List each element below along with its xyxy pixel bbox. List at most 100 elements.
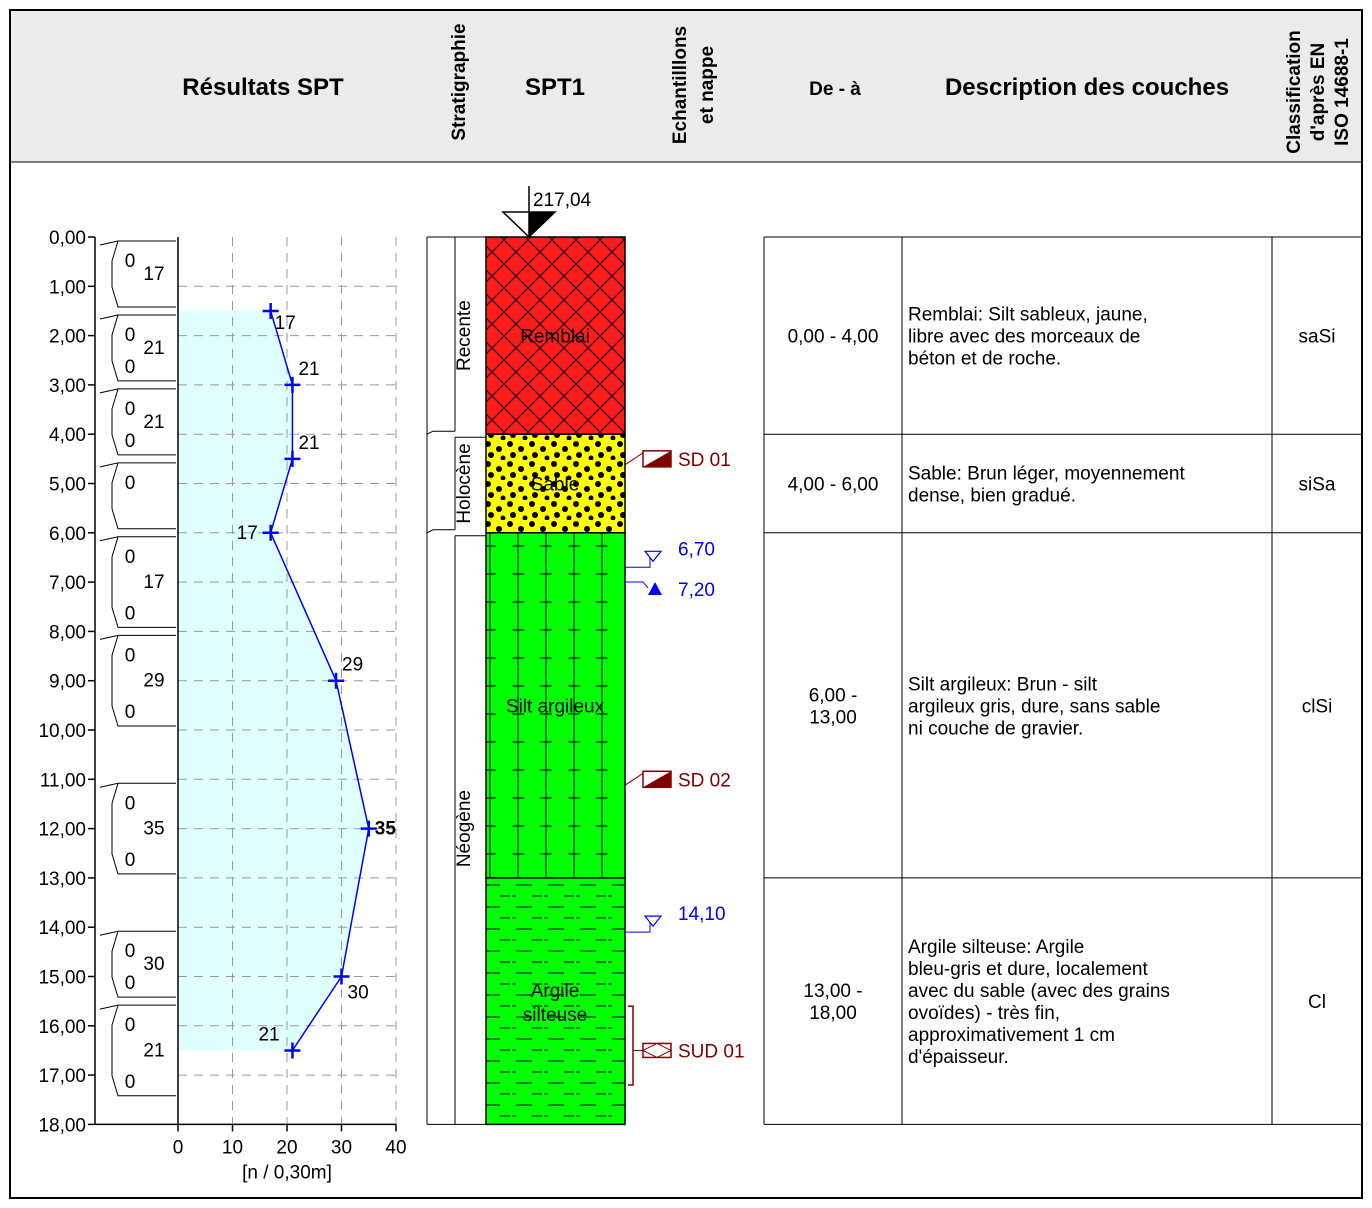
water-label: 6,70: [678, 539, 715, 560]
blow-count-first: 0: [125, 473, 136, 494]
sample-range: [628, 1005, 634, 1086]
spt-tick-label: 20: [276, 1137, 297, 1158]
depth-tick-label: 13,00: [38, 869, 86, 890]
spt-point-label: 17: [237, 523, 258, 544]
spt-tick-label: 10: [222, 1137, 243, 1158]
spt-axis-unit: [n / 0,30m]: [242, 1162, 332, 1183]
sample-icon-fill: [643, 771, 671, 788]
sample-label: SD 01: [678, 450, 731, 471]
header-classification: Classification d'après EN ISO 14688-1: [1284, 30, 1353, 154]
header-spt-results: Résultats SPT: [182, 74, 344, 101]
blow-test: 0 17 0: [99, 536, 176, 628]
soil-layer: Remblai: [485, 236, 626, 435]
blow-bracket-top: [99, 314, 176, 320]
depth-tick-label: 17,00: [38, 1066, 86, 1087]
spt-tick-label: 40: [385, 1137, 406, 1158]
strat-boundary: [426, 430, 486, 438]
blow-bracket-top: [99, 462, 176, 468]
layer-description: Sable: Brun léger, moyennement dense, bie…: [908, 464, 1185, 507]
spt-point-label: 30: [348, 983, 369, 1004]
soil-layer-pattern: [486, 434, 625, 533]
blow-test: 0 29 0: [99, 634, 176, 727]
sample-marker: SD 01: [624, 450, 731, 471]
elevation-label: 217,04: [533, 190, 592, 211]
blow-bracket: [111, 783, 176, 875]
spt-point: [360, 820, 377, 837]
blow-count-last: 0: [125, 431, 136, 452]
spt-point: [284, 376, 301, 393]
sample-icon: [642, 1042, 672, 1059]
header-stratigraphy: Stratigraphie: [449, 23, 470, 140]
spt-point-label: 29: [342, 655, 363, 676]
soil-layer-label-2: silteuse: [523, 1005, 587, 1026]
blow-count-last: 0: [125, 603, 136, 624]
blow-test: 0 17: [99, 240, 176, 308]
soil-layer-pattern: [486, 532, 625, 878]
spt-point-label: 21: [258, 1024, 279, 1045]
water-icon: [643, 550, 663, 563]
blow-count-last: 0: [125, 1072, 136, 1093]
blow-count-first: 0: [125, 325, 136, 346]
blow-count-first: 0: [125, 547, 136, 568]
blow-bracket-top: [99, 536, 176, 542]
layer-description: Silt argileux: Brun - silt argileux gris,…: [908, 674, 1160, 739]
layer-range: 6,00 -13,00: [809, 685, 858, 728]
blow-bracket: [111, 462, 176, 530]
blow-count-total: 17: [143, 264, 164, 285]
layer-range: 4,00 - 6,00: [788, 475, 879, 496]
soil-layer: Argile silteuse: [485, 877, 626, 1126]
header-samples: Echantilllons et nappe: [670, 26, 718, 144]
soil-layer-pattern: [486, 877, 625, 1125]
soil-layer-label: Sable: [531, 475, 580, 496]
soil-layer-pattern: [486, 237, 625, 435]
blow-count-total: 30: [143, 954, 164, 975]
blow-count-total: 35: [143, 819, 164, 840]
spt-tick-label: 0: [173, 1137, 184, 1158]
header-depth-range: De - à: [809, 79, 861, 100]
sample-leader: [624, 772, 644, 786]
header-samples-line2: et nappe: [697, 46, 718, 124]
sample-marker: SD 02: [624, 770, 731, 791]
blow-bracket: [111, 388, 176, 456]
blow-bracket-top: [99, 1004, 176, 1010]
water-leader: [625, 581, 649, 589]
blow-bracket-top: [99, 930, 176, 936]
blow-bracket-top: [99, 240, 176, 246]
blow-bracket: [111, 240, 176, 308]
table-row: 0,00 - 4,00 Remblai: Silt sableux, jaune,…: [764, 305, 1362, 435]
spt-point: [262, 302, 279, 319]
blow-test: 0 30 0: [99, 930, 176, 998]
water-icon: [648, 581, 662, 595]
depth-tick-label: 16,00: [38, 1017, 86, 1038]
depth-tick-label: 2,00: [49, 327, 86, 348]
blow-count-first: 0: [125, 251, 136, 272]
blow-count-total: 21: [143, 412, 164, 433]
blow-bracket: [111, 1005, 176, 1097]
depth-tick-label: 18,00: [38, 1115, 86, 1136]
blow-test: 0 21 0: [99, 388, 176, 456]
blow-test: 0 21 0: [99, 1004, 176, 1097]
depth-tick-label: 3,00: [49, 376, 86, 397]
blow-count-total: 21: [143, 338, 164, 359]
depth-tick-label: 0,00: [49, 228, 86, 249]
header-borehole: SPT1: [525, 74, 585, 101]
strat-boundary: [426, 529, 486, 537]
blow-count-last: 0: [125, 973, 136, 994]
header-class-line2: d'après EN: [1308, 43, 1329, 142]
depth-tick-label: 7,00: [49, 573, 86, 594]
water-level-marker: 14,10: [625, 904, 726, 933]
layer-class: Cl: [1308, 992, 1326, 1013]
depth-tick-label: 8,00: [49, 622, 86, 643]
blow-bracket-top: [99, 388, 176, 394]
depth-tick-label: 15,00: [38, 968, 86, 989]
header-background: [10, 10, 1362, 162]
depth-tick-label: 5,00: [49, 475, 86, 496]
blow-count-first: 0: [125, 941, 136, 962]
blow-count-total: 17: [143, 572, 164, 593]
layer-class: saSi: [1299, 327, 1336, 348]
table-row: 13,00 -18,00 Argile silteuse: Argile bleu-…: [803, 937, 1326, 1068]
blow-test: 0: [99, 462, 176, 530]
depth-tick-label: 12,00: [38, 820, 86, 841]
spt-point: [333, 968, 350, 985]
spt-curve: [269, 310, 370, 1051]
